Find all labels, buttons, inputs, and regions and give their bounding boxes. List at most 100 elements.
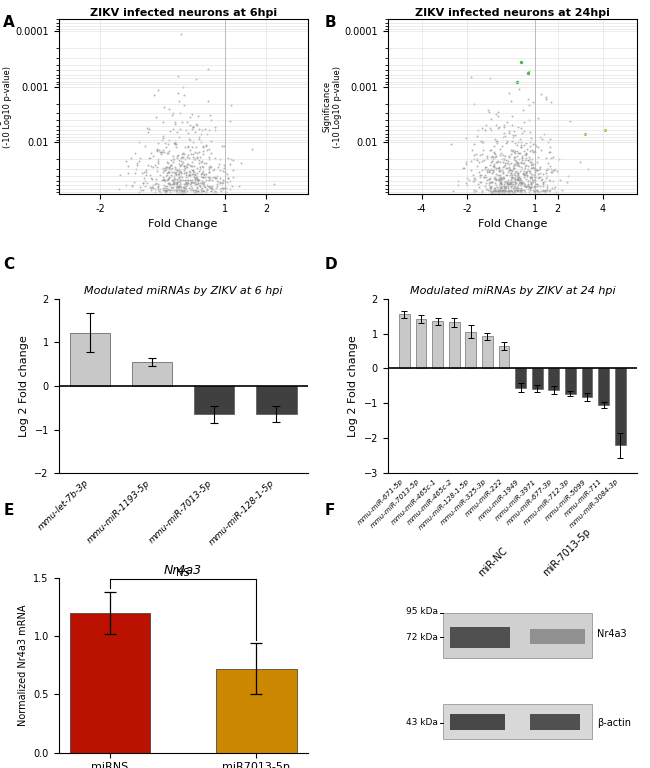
Point — [497, 164, 507, 176]
Point — [218, 181, 229, 194]
Point — [186, 180, 196, 192]
Point — [538, 184, 548, 197]
Point — [530, 184, 540, 197]
Point — [201, 167, 211, 180]
Point — [496, 181, 506, 194]
Point — [484, 164, 495, 176]
Point — [223, 172, 233, 184]
Point — [506, 167, 516, 179]
Point — [471, 185, 481, 197]
Point — [529, 137, 539, 150]
Point — [168, 152, 178, 164]
Point — [171, 141, 181, 154]
Point — [532, 177, 542, 190]
Point — [192, 174, 203, 187]
Point — [175, 176, 185, 188]
Point — [557, 184, 567, 197]
Point — [181, 175, 191, 187]
Point — [497, 173, 507, 185]
Point — [162, 169, 172, 181]
Point — [169, 154, 179, 166]
Point — [182, 151, 192, 164]
Point — [197, 171, 207, 184]
Point — [475, 148, 486, 161]
Point — [185, 134, 196, 147]
Point — [536, 173, 547, 185]
Point — [180, 183, 190, 195]
Point — [488, 186, 499, 198]
Point — [474, 176, 485, 188]
Point — [183, 165, 194, 177]
Point — [508, 180, 519, 192]
Point — [514, 147, 525, 159]
Point — [526, 175, 537, 187]
Point — [167, 174, 177, 186]
FancyBboxPatch shape — [530, 629, 584, 644]
Point — [523, 180, 533, 192]
Point — [499, 185, 509, 197]
Point — [215, 164, 226, 176]
Point — [488, 147, 499, 159]
Point — [174, 183, 184, 195]
Point — [171, 167, 181, 180]
Point — [172, 70, 183, 82]
Point — [529, 163, 539, 175]
Point — [195, 186, 205, 198]
Point — [159, 183, 170, 195]
Point — [516, 163, 526, 175]
Point — [523, 177, 533, 190]
Point — [198, 185, 209, 197]
Point — [177, 181, 188, 194]
Point — [172, 175, 182, 187]
Point — [211, 180, 222, 193]
Point — [162, 173, 173, 185]
Point — [188, 151, 199, 163]
Point — [162, 156, 173, 168]
Point — [511, 155, 521, 167]
Point — [198, 170, 208, 183]
Title: ZIKV infected neurons at 24hpi: ZIKV infected neurons at 24hpi — [415, 8, 610, 18]
Point — [526, 173, 537, 185]
Point — [534, 167, 545, 180]
Bar — [499, 346, 510, 369]
Point — [517, 157, 528, 169]
Point — [174, 174, 184, 187]
Point — [452, 178, 463, 190]
Point — [194, 133, 204, 145]
Point — [461, 157, 471, 170]
Point — [504, 161, 514, 173]
Point — [474, 156, 484, 168]
Point — [513, 182, 523, 194]
Point — [506, 170, 516, 183]
Point — [519, 168, 529, 180]
Point — [202, 184, 212, 196]
Point — [510, 128, 520, 141]
Point — [486, 176, 497, 188]
Point — [499, 183, 509, 195]
Point — [166, 159, 176, 171]
Point — [174, 170, 184, 183]
Point — [512, 147, 523, 159]
Point — [529, 174, 539, 186]
Point — [514, 136, 524, 148]
Point — [203, 166, 214, 178]
Point — [541, 184, 552, 196]
Point — [183, 175, 194, 187]
Point — [532, 164, 543, 177]
Point — [172, 176, 182, 188]
Point — [520, 179, 530, 191]
Point — [516, 156, 526, 168]
Point — [200, 171, 210, 184]
Point — [180, 161, 190, 174]
Point — [174, 157, 185, 170]
Point — [507, 144, 517, 157]
Point — [521, 167, 532, 179]
Point — [504, 163, 514, 175]
Point — [514, 167, 524, 179]
Point — [486, 186, 497, 198]
Point — [217, 182, 228, 194]
Point — [512, 139, 523, 151]
Point — [211, 181, 222, 194]
Point — [210, 152, 220, 164]
Point — [177, 174, 188, 186]
